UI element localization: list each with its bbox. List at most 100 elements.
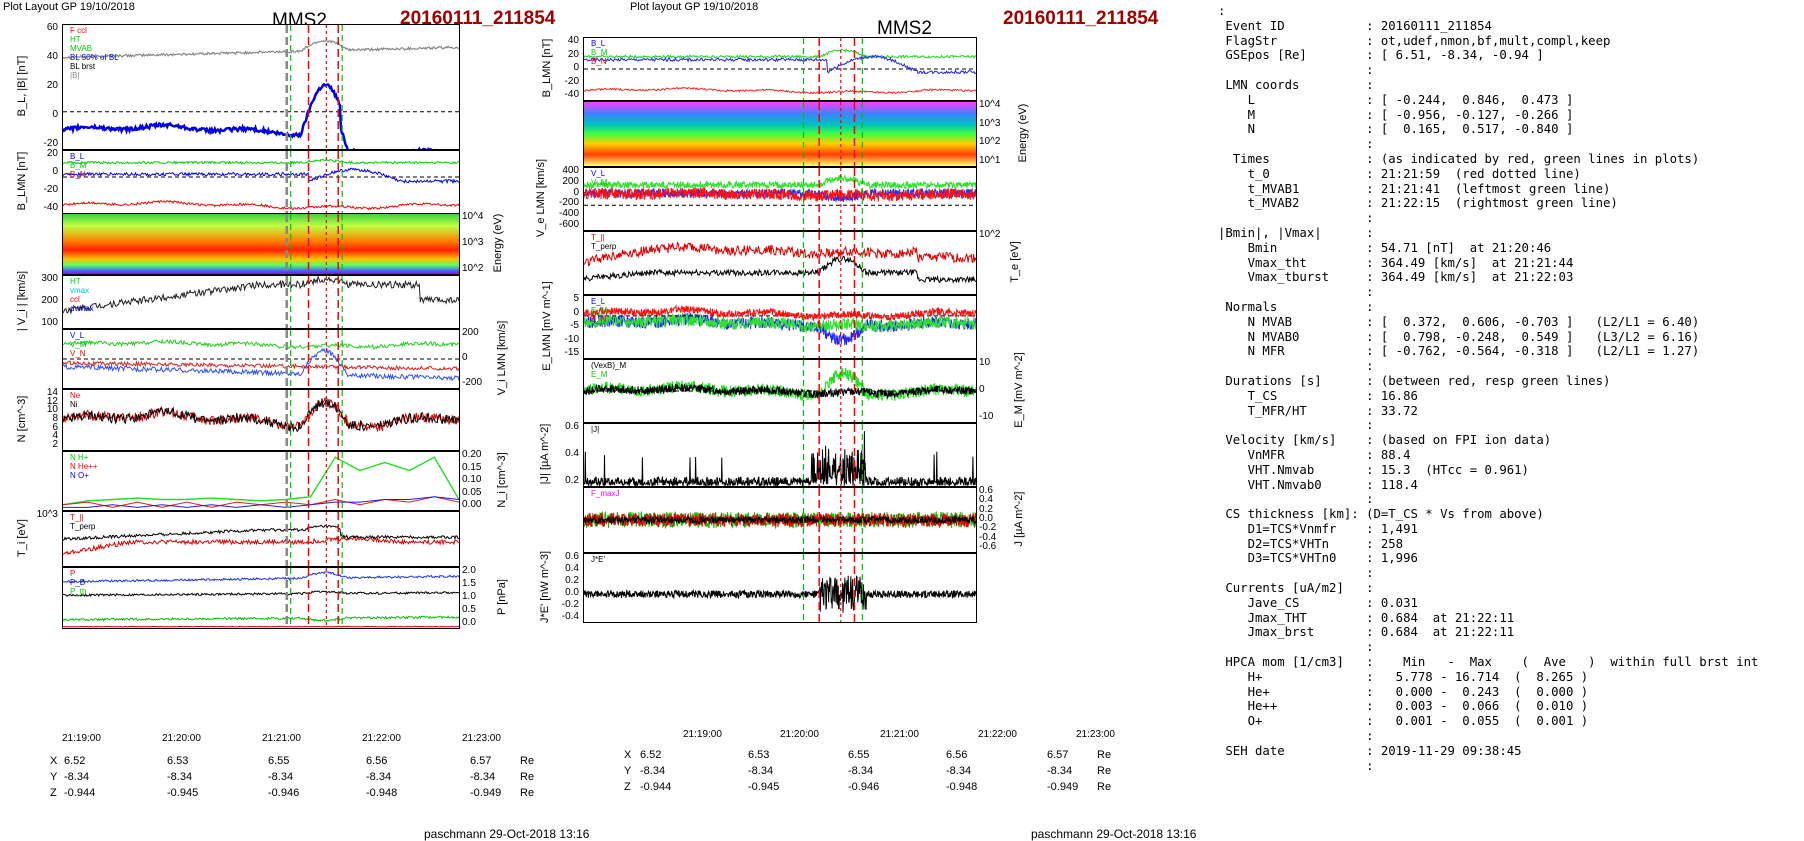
legend-entry: B_N [70,170,86,179]
y-tick-label: 20 [46,148,58,159]
left-pos-value: -0.945 [167,787,199,799]
mid-pos-value: -0.949 [1047,781,1079,793]
legend-entry: P_B [70,578,86,587]
legend-entry: HT [70,277,81,286]
panel-j-vec-svg [584,488,976,552]
panel-ve-lmn [583,167,977,231]
left-pos-value: -8.34 [366,771,392,783]
y-tick-label: 60 [46,22,58,33]
ne-line [63,397,459,433]
y-tick-label: 0.6 [565,421,579,432]
left-pos-unit: Re [520,755,535,767]
mid-event-title: 20160111_211854 [1003,8,1159,29]
y-tick-label: 14 [46,387,58,398]
pth-line [63,615,459,623]
panel-vi-lmn [62,329,460,389]
panel-em-svg [584,360,976,422]
y-tick-label: 0 [573,62,579,73]
y-tick-label: 0 [573,306,579,318]
panel-electron-spectrogram [583,101,977,167]
y-tick-label: 0.4 [565,563,579,574]
y-tick-label: 300 [41,273,58,284]
legend-entry: B_L [70,152,85,161]
panel-e-lmn [583,295,977,359]
left-pos-unit: Re [520,787,535,799]
y-tick-label: -0.4 [979,531,997,543]
legend-entry: (VexB)_M [591,361,627,370]
y-tick-label: 12 [46,395,58,407]
pb-line [63,571,459,584]
legend-entry: dvmax [70,304,94,313]
mid-pos-label: Y [624,765,632,777]
mid-bm-line [584,48,976,60]
y-tick-label: 10^2 [979,229,1001,240]
legend-entry: Ni [70,400,78,409]
y-tick-label: 0.6 [979,485,993,496]
mid-pos-unit: Re [1097,781,1112,793]
legend-entry: T_perp [591,242,617,251]
time-tick: 21:21:00 [262,733,301,744]
y-axis-label: B_LMN [nT] [16,151,28,211]
panel-em [583,359,977,423]
ve-m-line [584,175,976,191]
legend-entry: E_L [591,297,606,306]
y-tick-label: 400 [562,165,579,176]
legend-entry: N He++ [70,462,98,471]
y-tick-label: 200 [462,327,479,338]
y-tick-label: 5 [573,293,579,304]
vn-line [63,360,459,372]
legend-entry: N O+ [70,471,89,480]
mid-pos-value: 6.52 [640,749,662,761]
mid-pos-value: -8.34 [848,765,874,777]
legend-entry: N H+ [70,453,89,462]
y-tick-label: 40 [46,51,58,62]
y-tick-label: 10^3 [36,509,58,520]
y-tick-label: -200 [558,197,579,209]
left-pos-value: -8.34 [268,771,294,783]
legend-entry: |J| [591,425,600,434]
legend-entry: P [70,569,76,578]
y-tick-label: -20 [43,138,58,149]
y-tick-label: -0.4 [561,611,579,622]
legend-entry: MVAB [70,44,93,53]
time-tick: 21:20:00 [780,729,819,740]
y-tick-label: -0.2 [979,522,997,534]
mid-bl-line [584,54,976,75]
panel-bl-absb [62,24,460,150]
y-tick-label: 0.0 [462,617,476,628]
time-tick: 21:20:00 [162,733,201,744]
mid-pos-value: -0.944 [640,781,672,793]
y-tick-label: -400 [558,208,579,220]
y-tick-label: 20 [567,48,579,60]
y-axis-label: V_i LMN [km/s] [496,320,508,396]
left-pos-value: -0.946 [268,787,300,799]
left-footer: paschmann 29-Oct-2018 13:16 [424,827,590,841]
tperp-line [63,524,459,541]
legend-entry: B_N [591,57,607,66]
panel-pressure-svg [63,568,459,628]
y-tick-label: 0.0 [979,513,993,524]
panel-ti [62,511,460,567]
panel-ni-species-svg [63,452,459,510]
y-axis-label: P [nPa] [496,579,508,615]
panel-vi-lmn-svg [63,330,459,388]
bm-line [63,158,459,165]
y-tick-label: 100 [41,317,58,328]
y-tick-label: 0.5 [462,604,476,615]
ni-line [63,397,459,433]
panel-density [62,389,460,451]
y-axis-label: J [µA m^-2] [1013,491,1025,547]
panel-electron-spectrogram-svg [802,102,863,166]
panel-ion-spectrogram-svg [285,214,343,274]
y-tick-label: 2 [52,439,58,450]
y-tick-label: 0.15 [462,461,482,473]
left-plot-label: Plot Layout GP 19/10/2018 [3,1,135,13]
em-green-line [584,367,976,402]
y-tick-label: 0.05 [462,486,482,498]
legend-entry: |B| [70,71,80,80]
y-axis-label: E_LMN [mV m^-1] [541,281,553,371]
legend-entry: V_M [70,340,87,349]
left-pos-value: -8.34 [470,771,496,783]
legend-entry: BL brst [70,62,96,71]
legend-entry: Ne [70,391,81,400]
